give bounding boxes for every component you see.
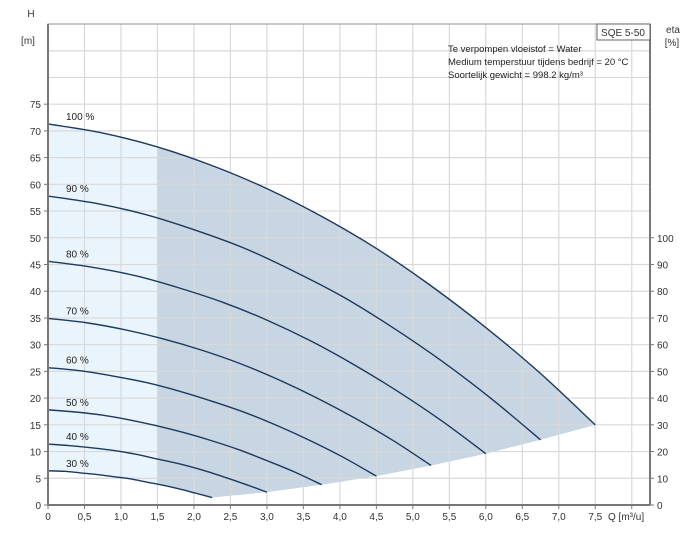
y2-tick-label: 100 <box>657 234 674 245</box>
y2-axis-label: eta <box>666 25 680 36</box>
y-tick-label: 45 <box>30 261 42 272</box>
x-tick-label: 6,5 <box>515 512 529 523</box>
x-tick-label: 5,0 <box>406 512 420 523</box>
y-tick-label: 15 <box>30 421 42 432</box>
y2-tick-label: 50 <box>657 367 669 378</box>
y-tick-label: 10 <box>30 448 42 459</box>
y-tick-label: 50 <box>30 234 42 245</box>
speed-curve <box>47 470 213 499</box>
x-tick-label: 7,5 <box>588 512 602 523</box>
y-tick-label: 20 <box>30 394 42 405</box>
curve-label: 50 % <box>66 398 89 409</box>
y-tick-label: 75 <box>30 100 42 111</box>
y-tick-label: 40 <box>30 287 42 298</box>
x-tick-label: 4,5 <box>369 512 383 523</box>
curve-label: 40 % <box>66 432 89 443</box>
y2-axis-unit: [%] <box>665 38 680 49</box>
y2-tick-label: 80 <box>657 287 669 298</box>
curve-label: 100 % <box>66 112 94 123</box>
info-line-2: Medium temperstuur tijdens bedrijf = 20 … <box>448 57 629 68</box>
y-axis-label: H <box>27 9 34 20</box>
curve-label: 30 % <box>66 459 89 470</box>
y-tick-label: 35 <box>30 314 42 325</box>
speed-curve <box>47 123 596 426</box>
y-tick-label: 55 <box>30 207 42 218</box>
x-tick-label: 7,0 <box>552 512 566 523</box>
x-tick-label: 6,0 <box>479 512 493 523</box>
chart-title: SQE 5-50 <box>601 28 645 39</box>
x-tick-label: 3,0 <box>260 512 274 523</box>
light-region <box>48 123 158 498</box>
x-tick-label: 1,0 <box>114 512 128 523</box>
y-tick-label: 60 <box>30 180 42 191</box>
y2-tick-label: 90 <box>657 261 669 272</box>
x-tick-label: 2,5 <box>223 512 237 523</box>
x-tick-label: 3,5 <box>296 512 310 523</box>
x-tick-label: 4,0 <box>333 512 347 523</box>
curve-label: 60 % <box>66 356 89 367</box>
speed-curve <box>47 317 432 467</box>
curve-label: 80 % <box>66 249 89 260</box>
y-tick-label: 65 <box>30 154 42 165</box>
y-tick-label: 5 <box>35 474 41 485</box>
curve-label: 90 % <box>66 184 89 195</box>
title-box <box>596 23 651 41</box>
x-tick-label: 0,5 <box>78 512 92 523</box>
info-line-1: Te verpompen vloeistof = Water <box>448 44 582 55</box>
speed-curve <box>47 409 322 486</box>
speed-curve <box>47 260 487 455</box>
y2-tick-label: 30 <box>657 421 669 432</box>
y2-tick-label: 0 <box>657 501 663 512</box>
y2-tick-label: 40 <box>657 394 669 405</box>
x-tick-label: 2,0 <box>187 512 201 523</box>
curve-label: 70 % <box>66 306 89 317</box>
x-tick-label: 0 <box>45 512 51 523</box>
y2-tick-label: 10 <box>657 474 669 485</box>
y-tick-label: 25 <box>30 367 42 378</box>
y2-tick-label: 70 <box>657 314 669 325</box>
speed-curve <box>47 195 541 441</box>
y-tick-label: 0 <box>35 501 41 512</box>
speed-curve <box>47 443 268 493</box>
y2-tick-label: 60 <box>657 341 669 352</box>
x-tick-label: 1,5 <box>151 512 165 523</box>
info-line-3: Soortelijk gewicht = 998.2 kg/m³ <box>448 70 583 81</box>
speed-curve <box>47 366 377 477</box>
y-tick-label: 70 <box>30 127 42 138</box>
y-tick-label: 30 <box>30 341 42 352</box>
x-axis-label: Q [m³/u] <box>608 512 644 523</box>
x-tick-label: 5,5 <box>442 512 456 523</box>
y-axis-unit: [m] <box>21 36 35 47</box>
y2-tick-label: 20 <box>657 448 669 459</box>
